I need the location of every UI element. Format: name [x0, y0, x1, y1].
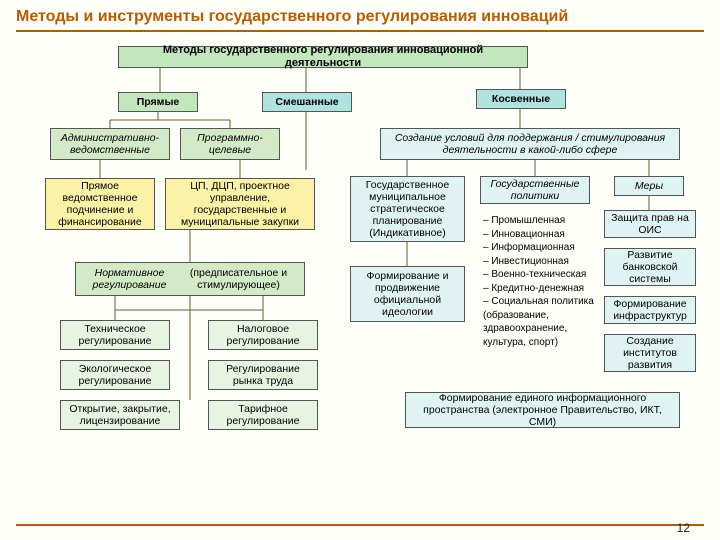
measure-infra: Формирование инфраструктур	[604, 296, 696, 324]
norm-eco: Экологическое регулирование	[60, 360, 170, 390]
norm-tariff: Тарифное регулирование	[208, 400, 318, 430]
normative-header-line1: Нормативное регулирование	[81, 267, 178, 291]
measure-ip: Защита прав на ОИС	[604, 210, 696, 238]
info-space: Формирование единого информационного про…	[405, 392, 680, 428]
list-item: Военно-техническая	[483, 268, 598, 282]
root-node: Методы государственного регулирования ин…	[118, 46, 528, 68]
divider-bottom	[16, 524, 704, 526]
indirect-conditions: Создание условий для поддержания / стиму…	[380, 128, 680, 160]
list-item: Информационная	[483, 241, 598, 255]
divider-top	[16, 30, 704, 32]
norm-labor: Регулирование рынка труда	[208, 360, 318, 390]
indirect-ideology: Формирование и продвижение официальной и…	[350, 266, 465, 322]
list-item: Инвестиционная	[483, 255, 598, 269]
measure-inst: Создание институтов развития	[604, 334, 696, 372]
branch-mixed: Смешанные	[262, 92, 352, 112]
direct-prog: Программно- целевые	[180, 128, 280, 160]
norm-tax: Налоговое регулирование	[208, 320, 318, 350]
branch-direct: Прямые	[118, 92, 198, 112]
list-item: Промышленная	[483, 214, 598, 228]
norm-lic: Открытие, закрытие, лицензирование	[60, 400, 180, 430]
normative-header-line2: (предписательное и стимулирующее)	[178, 267, 299, 291]
indirect-measures: Меры	[614, 176, 684, 196]
direct-admin: Административно- ведомственные	[50, 128, 170, 160]
branch-indirect: Косвенные	[476, 89, 566, 109]
page-title: Методы и инструменты государственного ре…	[16, 8, 568, 26]
indirect-planning: Государственное муниципальное стратегиче…	[350, 176, 465, 242]
measure-bank: Развитие банковской системы	[604, 248, 696, 286]
page-number: 12	[677, 521, 690, 535]
normative-header: Нормативное регулирование(предписательно…	[75, 262, 305, 296]
policies-list: Промышленная Инновационная Информационна…	[483, 214, 598, 349]
list-item: Социальная политика (образование, здраво…	[483, 295, 598, 349]
list-item: Инновационная	[483, 228, 598, 242]
indirect-policies: Государственные политики	[480, 176, 590, 204]
list-item: Кредитно-денежная	[483, 282, 598, 296]
direct-admin-detail: Прямое ведомственное подчинение и финанс…	[45, 178, 155, 230]
norm-tech: Техническое регулирование	[60, 320, 170, 350]
direct-prog-detail: ЦП, ДЦП, проектное управление, государст…	[165, 178, 315, 230]
